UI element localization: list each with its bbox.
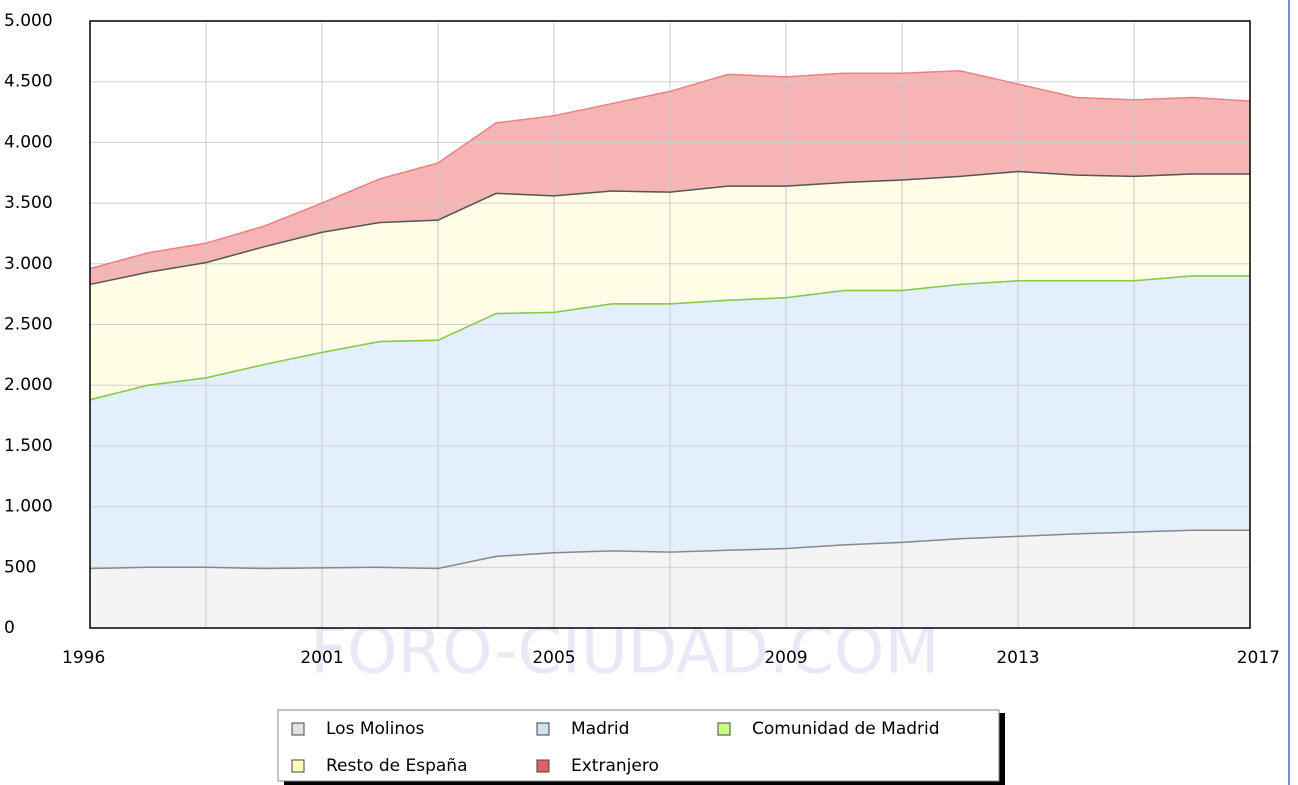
y-tick-label: 1.500: [4, 436, 53, 456]
x-tick-label: 2001: [300, 648, 343, 668]
y-tick-label: 4.000: [4, 132, 53, 152]
legend-swatch: [536, 759, 550, 773]
y-tick-label: 5.000: [4, 11, 53, 31]
y-tick-label: 4.500: [4, 72, 53, 92]
plot-border: [89, 20, 1251, 629]
area-line: [89, 70, 1251, 270]
legend-swatch: [536, 722, 550, 736]
y-tick-label: 1.000: [4, 497, 53, 517]
legend-swatch: [291, 759, 305, 773]
y-tick-label: 0: [4, 618, 15, 638]
legend-label: Los Molinos: [326, 719, 425, 739]
legend-swatch: [717, 722, 731, 736]
legend-box: [277, 709, 1000, 782]
legend-label: Madrid: [571, 719, 629, 739]
legend-label: Resto de España: [326, 756, 468, 776]
area-line: [89, 529, 1250, 570]
x-tick-label: 2005: [532, 648, 575, 668]
legend-swatch: [291, 722, 305, 736]
legend-label: Comunidad de Madrid: [752, 719, 940, 739]
y-tick-label: 2.000: [4, 375, 53, 395]
legend-label: Extranjero: [571, 756, 659, 776]
y-tick-label: 3.000: [4, 254, 53, 274]
x-tick-label: 2013: [996, 648, 1039, 668]
y-tick-label: 3.500: [4, 193, 53, 213]
area-line: [89, 170, 1250, 286]
area-line: [89, 275, 1250, 401]
y-tick-label: 500: [4, 557, 36, 577]
x-tick-label: 2009: [764, 648, 807, 668]
x-tick-label: 2017: [1237, 648, 1280, 668]
y-tick-label: 2.500: [4, 315, 53, 335]
x-tick-label: 1996: [62, 648, 105, 668]
